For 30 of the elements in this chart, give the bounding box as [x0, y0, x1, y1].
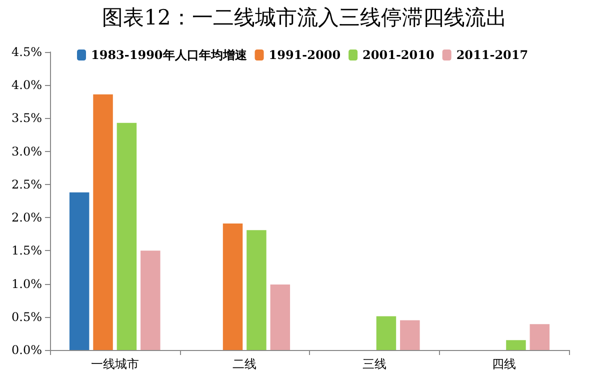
- x-tick-label: 一线城市: [90, 357, 139, 371]
- x-tick-label: 三线: [362, 357, 386, 371]
- bar: [69, 192, 90, 350]
- y-tick-label: 4.0%: [12, 78, 42, 92]
- y-tick-label: 0.0%: [12, 343, 42, 357]
- legend-label: 2011-2017: [456, 48, 528, 62]
- legend-label: 1991-2000: [268, 48, 341, 62]
- bar: [376, 316, 396, 350]
- chart-title: 图表12：一二线城市流入三线停滞四线流出: [102, 6, 507, 30]
- y-tick-label: 0.5%: [12, 310, 42, 324]
- bar: [400, 320, 420, 350]
- bar: [222, 224, 243, 350]
- x-tick-label: 二线: [232, 357, 257, 371]
- bar: [93, 94, 113, 350]
- legend-label: 2001-2010: [362, 48, 434, 62]
- y-tick-label: 3.5%: [12, 111, 42, 126]
- y-tick-label: 1.0%: [12, 276, 42, 291]
- bar: [270, 284, 290, 350]
- y-tick-label: 2.5%: [12, 177, 42, 192]
- bar: [140, 250, 160, 350]
- legend-label: 1983-1990年人口年均增速: [91, 48, 248, 62]
- y-tick-label: 4.5%: [12, 45, 42, 59]
- bar: [246, 230, 266, 350]
- y-tick-label: 3.0%: [12, 144, 42, 158]
- bar: [506, 340, 526, 350]
- x-tick-label: 四线: [492, 357, 516, 371]
- bar: [530, 324, 550, 350]
- y-tick-label: 1.5%: [12, 244, 42, 258]
- y-tick-label: 2.0%: [12, 210, 42, 225]
- bar: [116, 122, 137, 350]
